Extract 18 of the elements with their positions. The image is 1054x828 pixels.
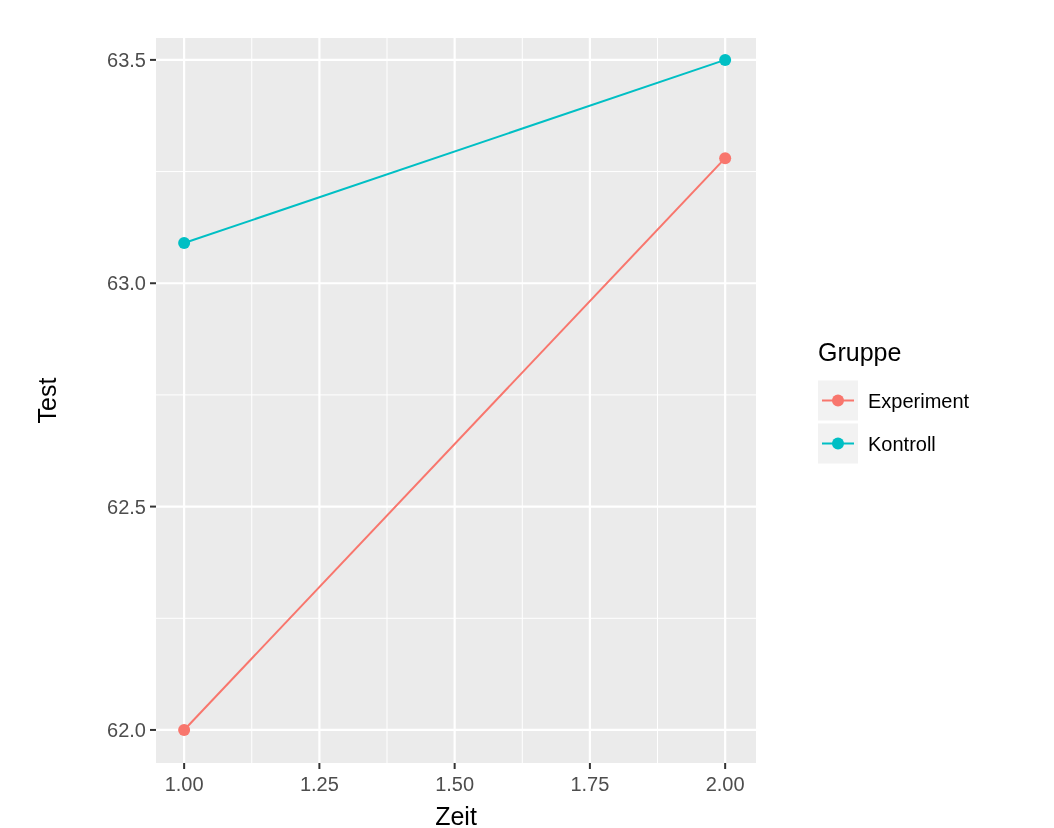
y-axis-title: Test	[33, 377, 61, 424]
y-tick-label: 62.0	[107, 718, 146, 741]
x-axis-title: Zeit	[435, 802, 477, 828]
x-tick-label: 1.50	[435, 773, 475, 795]
legend-label: Kontroll	[868, 432, 936, 455]
y-tick-label: 63.0	[107, 272, 146, 295]
point	[178, 723, 191, 736]
legend-label: Experiment	[868, 389, 970, 412]
legend-title: Gruppe	[818, 337, 902, 366]
point	[719, 152, 732, 165]
point	[178, 237, 191, 250]
y-tick-label: 63.5	[107, 48, 146, 71]
point	[719, 53, 732, 66]
x-tick-label: 2.00	[705, 773, 745, 795]
x-tick-label: 1.25	[299, 773, 339, 795]
x-tick-label: 1.75	[570, 773, 610, 795]
y-tick-label: 62.5	[107, 495, 146, 518]
x-tick-label: 1.00	[164, 773, 204, 795]
